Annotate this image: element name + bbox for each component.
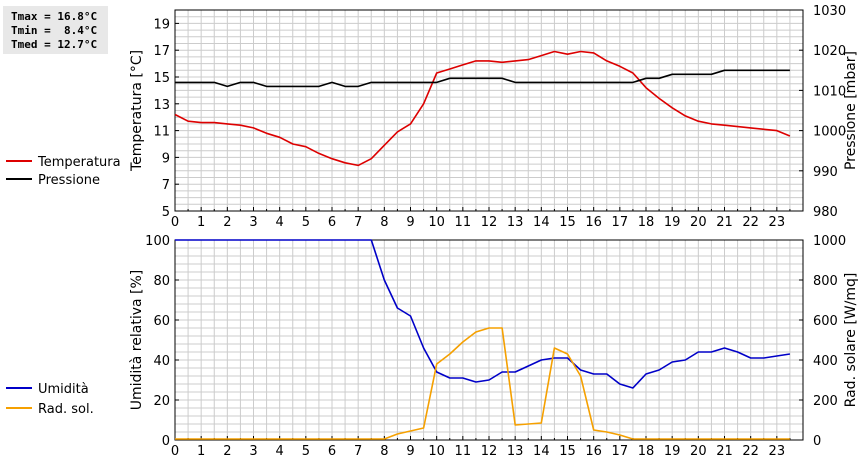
tmed-label: Tmed = 12.7°C — [11, 38, 98, 51]
y-tick-label: 100 — [145, 234, 170, 249]
series-line-pressione — [175, 69, 790, 88]
stats-box: Tmax = 16.8°C Tmin = 8.4°C Tmed = 12.7°C — [3, 6, 108, 54]
x-tick-label: 21 — [716, 444, 733, 459]
x-tick-label: 9 — [406, 215, 414, 230]
x-tick-label: 19 — [664, 215, 681, 230]
x-tick-label: 1 — [197, 444, 205, 459]
legend: Temperatura Pressione Umidità Rad. sol. — [6, 155, 121, 417]
y-tick-label: 11 — [153, 125, 170, 140]
x-tick-label: 8 — [380, 215, 388, 230]
y2-tick-label: 600 — [813, 314, 838, 329]
y2-tick-label: 400 — [813, 354, 838, 369]
y2-tick-label: 1020 — [813, 44, 846, 59]
x-tick-label: 14 — [533, 215, 550, 230]
y-tick-label: 0 — [162, 434, 170, 449]
x-tick-label: 15 — [559, 215, 576, 230]
x-tick-label: 12 — [481, 444, 498, 459]
x-tick-label: 4 — [276, 444, 284, 459]
x-tick-label: 9 — [406, 444, 414, 459]
y2-tick-label: 1000 — [813, 125, 846, 140]
y-tick-label: 80 — [153, 274, 170, 289]
x-tick-label: 20 — [690, 215, 707, 230]
series-line-rad-sol — [175, 327, 790, 440]
x-tick-label: 22 — [742, 215, 759, 230]
x-tick-label: 0 — [171, 444, 179, 459]
y-tick-label: 17 — [153, 44, 170, 59]
y-tick-label: 60 — [153, 314, 170, 329]
x-tick-label: 0 — [171, 215, 179, 230]
y2-axis-label: Pressione [mbar] — [843, 51, 859, 170]
x-tick-label: 22 — [742, 444, 759, 459]
x-tick-label: 17 — [612, 444, 629, 459]
y-tick-label: 19 — [153, 17, 170, 32]
y2-tick-label: 1030 — [813, 4, 846, 19]
x-tick-label: 11 — [455, 444, 472, 459]
y2-tick-label: 0 — [813, 434, 821, 449]
x-tick-label: 8 — [380, 444, 388, 459]
y-axis-label: Umidità relativa [%] — [129, 270, 145, 411]
legend-label-solar: Rad. sol. — [38, 402, 94, 417]
y-tick-label: 7 — [162, 178, 170, 193]
legend-label-pressure: Pressione — [38, 173, 100, 188]
x-tick-label: 18 — [638, 444, 655, 459]
x-tick-label: 7 — [354, 444, 362, 459]
y-tick-label: 20 — [153, 394, 170, 409]
y-tick-label: 15 — [153, 71, 170, 86]
x-tick-label: 19 — [664, 444, 681, 459]
x-tick-label: 2 — [223, 215, 231, 230]
x-tick-label: 7 — [354, 215, 362, 230]
x-tick-label: 3 — [249, 215, 257, 230]
y-tick-label: 40 — [153, 354, 170, 369]
y-axis-label: Temperatura [°C] — [129, 50, 145, 172]
x-tick-label: 6 — [328, 215, 336, 230]
series-line-umidit — [175, 239, 791, 389]
x-tick-label: 14 — [533, 444, 550, 459]
tmin-label: Tmin = 8.4°C — [11, 24, 98, 37]
y2-tick-label: 200 — [813, 394, 838, 409]
x-tick-label: 4 — [276, 215, 284, 230]
legend-label-humidity: Umidità — [38, 382, 89, 397]
x-tick-label: 5 — [302, 215, 310, 230]
y-tick-label: 5 — [162, 205, 170, 220]
x-tick-label: 16 — [585, 444, 602, 459]
temperature-pressure-chart: 0 1 2 3 4 5 6 7 8 9 10 11 12 13 14 15 16 17 18 19 20 21 22 2357… — [129, 4, 859, 230]
x-tick-label: 23 — [769, 215, 786, 230]
x-tick-label: 1 — [197, 215, 205, 230]
x-tick-label: 10 — [428, 444, 445, 459]
x-tick-label: 2 — [223, 444, 231, 459]
y2-axis-label: Rad. solare [W/mq] — [843, 273, 859, 408]
x-tick-label: 21 — [716, 215, 733, 230]
x-tick-label: 20 — [690, 444, 707, 459]
tmax-label: Tmax = 16.8°C — [11, 10, 98, 23]
y2-tick-label: 980 — [813, 205, 838, 220]
series-line-temperatura — [174, 50, 791, 167]
x-tick-label: 23 — [769, 444, 786, 459]
y-tick-label: 9 — [162, 151, 170, 166]
y2-tick-label: 1000 — [813, 234, 846, 249]
x-tick-label: 11 — [455, 215, 472, 230]
x-tick-label: 13 — [507, 444, 524, 459]
x-tick-label: 13 — [507, 215, 524, 230]
x-tick-label: 6 — [328, 444, 336, 459]
x-tick-label: 18 — [638, 215, 655, 230]
humidity-solar-chart: 0 1 2 3 4 5 6 7 8 9 10 11 12 13 14 15 16 17 18 19 20 21 22 2302… — [129, 234, 859, 459]
x-tick-label: 16 — [585, 215, 602, 230]
x-tick-label: 5 — [302, 444, 310, 459]
y2-tick-label: 800 — [813, 274, 838, 289]
x-tick-label: 12 — [481, 215, 498, 230]
x-tick-label: 3 — [249, 444, 257, 459]
y2-tick-label: 1010 — [813, 84, 846, 99]
x-tick-label: 10 — [428, 215, 445, 230]
y2-tick-label: 990 — [813, 165, 838, 180]
x-tick-label: 17 — [612, 215, 629, 230]
legend-label-temperature: Temperatura — [37, 155, 121, 170]
x-tick-label: 15 — [559, 444, 576, 459]
y-tick-label: 13 — [153, 98, 170, 113]
